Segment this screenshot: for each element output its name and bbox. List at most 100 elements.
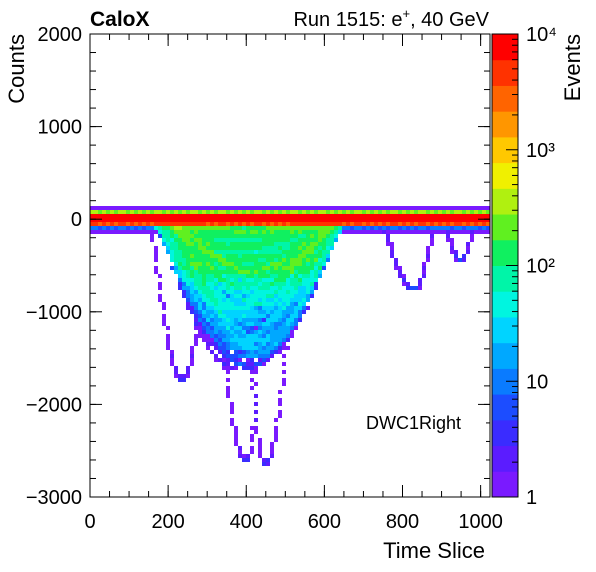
heatmap-cell: [282, 238, 286, 242]
heatmap-cell: [390, 242, 394, 246]
heatmap-cell: [282, 334, 286, 338]
heatmap-cell: [226, 390, 230, 394]
heatmap-cell: [114, 210, 118, 214]
heatmap-cell: [158, 282, 162, 286]
heatmap-cell: [274, 230, 278, 234]
heatmap-cell: [182, 266, 186, 270]
heatmap-cell: [446, 234, 450, 238]
heatmap-cell: [234, 266, 238, 270]
heatmap-cell: [450, 214, 454, 218]
heatmap-cell: [210, 234, 214, 238]
heatmap-cell: [106, 218, 110, 222]
heatmap-cell: [454, 218, 458, 222]
heatmap-cell: [282, 302, 286, 306]
heatmap-cell: [242, 246, 246, 250]
heatmap-cell: [262, 234, 266, 238]
heatmap-cell: [262, 250, 266, 254]
heatmap-cell: [206, 294, 210, 298]
heatmap-cell: [442, 206, 446, 210]
heatmap-cell: [326, 218, 330, 222]
heatmap-cell: [234, 350, 238, 354]
heatmap-cell: [138, 230, 142, 234]
heatmap-cell: [302, 266, 306, 270]
heatmap-cells: [90, 206, 490, 466]
heatmap-cell: [258, 210, 262, 214]
heatmap-cell: [194, 302, 198, 306]
heatmap-cell: [214, 226, 218, 230]
heatmap-cell: [278, 210, 282, 214]
heatmap-cell: [166, 334, 170, 338]
heatmap-cell: [206, 330, 210, 334]
heatmap-cell: [182, 226, 186, 230]
heatmap-cell: [222, 210, 226, 214]
heatmap-cell: [202, 310, 206, 314]
heatmap-cell: [182, 230, 186, 234]
heatmap-cell: [154, 270, 158, 274]
heatmap-cell: [238, 326, 242, 330]
heatmap-cell: [222, 342, 226, 346]
heatmap-cell: [154, 246, 158, 250]
heatmap-cell: [278, 350, 282, 354]
heatmap-cell: [226, 378, 230, 382]
heatmap-cell: [450, 210, 454, 214]
heatmap-cell: [306, 234, 310, 238]
heatmap-cell: [274, 322, 278, 326]
heatmap-cell: [378, 226, 382, 230]
heatmap-cell: [250, 222, 254, 226]
heatmap-cell: [218, 298, 222, 302]
heatmap-cell: [438, 214, 442, 218]
heatmap-cell: [186, 258, 190, 262]
heatmap-cell: [270, 282, 274, 286]
heatmap-cell: [198, 274, 202, 278]
heatmap-cell: [418, 222, 422, 226]
heatmap-cell: [370, 210, 374, 214]
heatmap-cell: [482, 226, 486, 230]
heatmap-cell: [286, 238, 290, 242]
heatmap-cell: [162, 218, 166, 222]
heatmap-cell: [278, 306, 282, 310]
heatmap-cell: [338, 222, 342, 226]
heatmap-cell: [286, 266, 290, 270]
heatmap-cell: [274, 418, 278, 422]
heatmap-cell: [226, 250, 230, 254]
heatmap-cell: [286, 338, 290, 342]
heatmap-cell: [258, 322, 262, 326]
heatmap-cell: [210, 218, 214, 222]
heatmap-cell: [194, 290, 198, 294]
heatmap-cell: [478, 210, 482, 214]
heatmap-cell: [210, 226, 214, 230]
heatmap-cell: [182, 378, 186, 382]
heatmap-cell: [290, 254, 294, 258]
heatmap-cell: [354, 226, 358, 230]
heatmap-cell: [206, 222, 210, 226]
heatmap-cell: [262, 342, 266, 346]
heatmap-cell: [302, 210, 306, 214]
heatmap-cell: [194, 322, 198, 326]
heatmap-cell: [222, 286, 226, 290]
heatmap-cell: [282, 346, 286, 350]
heatmap-cell: [334, 210, 338, 214]
heatmap-cell: [298, 210, 302, 214]
heatmap-cell: [230, 402, 234, 406]
heatmap-cell: [326, 246, 330, 250]
heatmap-cell: [254, 354, 258, 358]
heatmap-cell: [262, 218, 266, 222]
heatmap-cell: [198, 210, 202, 214]
heatmap-cell: [270, 250, 274, 254]
heatmap-cell: [254, 242, 258, 246]
y-axis-title: Counts: [4, 34, 29, 104]
heatmap-cell: [202, 266, 206, 270]
heatmap-cell: [154, 222, 158, 226]
heatmap-cell: [298, 306, 302, 310]
heatmap-cell: [230, 242, 234, 246]
x-tick-label: 0: [84, 511, 95, 533]
heatmap-cell: [302, 226, 306, 230]
color-scale-title: Events: [560, 34, 585, 101]
heatmap-cell: [270, 290, 274, 294]
heatmap-cell: [446, 222, 450, 226]
heatmap-cell: [214, 306, 218, 310]
heatmap-cell: [474, 222, 478, 226]
heatmap-cell: [190, 354, 194, 358]
heatmap-cell: [250, 286, 254, 290]
heatmap-cell: [154, 206, 158, 210]
